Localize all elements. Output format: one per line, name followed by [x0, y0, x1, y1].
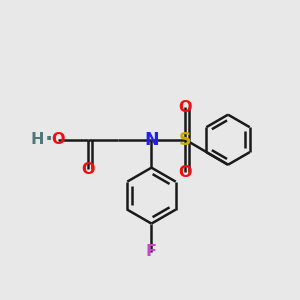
Text: S: S	[179, 131, 192, 149]
Text: ·: ·	[45, 128, 53, 148]
Text: O: O	[178, 100, 192, 115]
Text: O: O	[178, 165, 192, 180]
Text: F: F	[146, 244, 157, 259]
Text: H: H	[31, 132, 44, 147]
Text: O: O	[81, 162, 94, 177]
Text: N: N	[144, 131, 159, 149]
Text: O: O	[51, 132, 64, 147]
